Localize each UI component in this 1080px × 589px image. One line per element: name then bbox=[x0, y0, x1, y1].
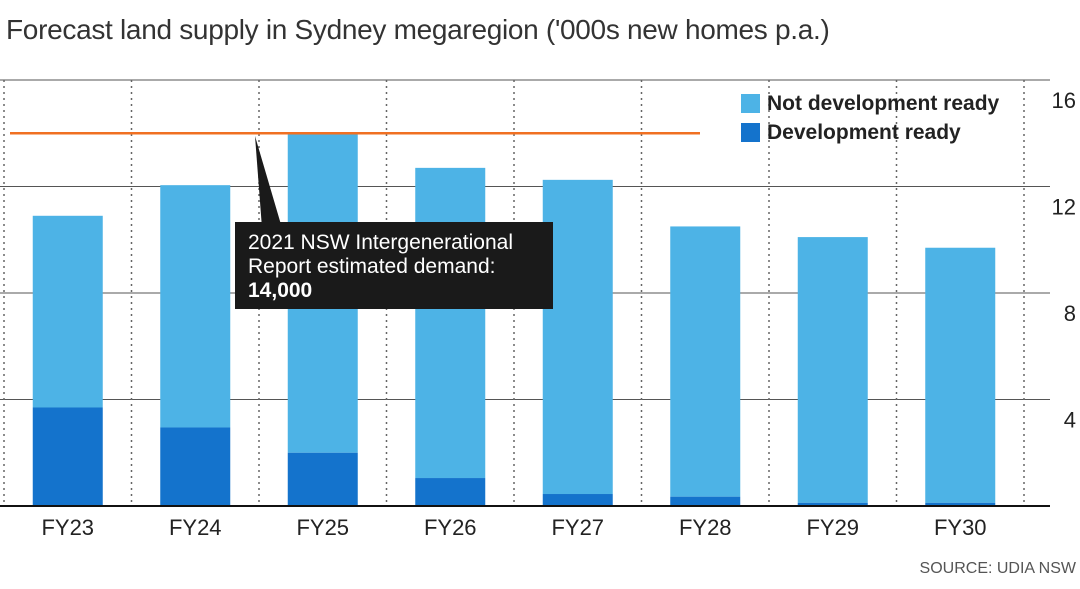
bar-ready-fy24 bbox=[160, 427, 231, 506]
source-note: SOURCE: UDIA NSW bbox=[919, 560, 1076, 577]
x-tick-label: FY25 bbox=[296, 515, 349, 540]
y-tick-label: 16 bbox=[1052, 88, 1076, 113]
annotation-box bbox=[235, 222, 553, 309]
x-tick-label: FY24 bbox=[169, 515, 222, 540]
legend-label-not-ready: Not development ready bbox=[767, 92, 1000, 115]
annotation-pointer bbox=[255, 136, 282, 228]
legend-swatch-not-ready bbox=[741, 94, 760, 113]
annotation-line-3: 14,000 bbox=[248, 279, 312, 302]
demand-annotation: 2021 NSW Intergenerational Report estima… bbox=[235, 136, 553, 309]
x-axis: FY23 FY24 FY25 FY26 FY27 FY28 FY29 FY30 bbox=[0, 505, 1050, 540]
x-tick-label: FY23 bbox=[41, 515, 94, 540]
bar-not-ready-fy28 bbox=[670, 226, 741, 497]
legend: Not development ready Development ready bbox=[741, 92, 1000, 144]
bar-ready-fy25 bbox=[287, 452, 358, 506]
bar-not-ready-fy24 bbox=[160, 185, 231, 428]
y-tick-label: 12 bbox=[1052, 195, 1076, 220]
annotation-line-1: 2021 NSW Intergenerational bbox=[248, 231, 513, 254]
legend-label-ready: Development ready bbox=[767, 121, 961, 144]
x-tick-label: FY28 bbox=[679, 515, 732, 540]
bar-ready-fy23 bbox=[32, 407, 103, 506]
bar-not-ready-fy26 bbox=[415, 167, 486, 479]
bar-not-ready-fy23 bbox=[32, 215, 103, 408]
bar-ready-fy26 bbox=[415, 478, 486, 506]
x-tick-label: FY26 bbox=[424, 515, 477, 540]
y-tick-label: 4 bbox=[1064, 408, 1076, 433]
legend-swatch-ready bbox=[741, 123, 760, 142]
bar-ready-fy28 bbox=[670, 496, 741, 506]
bar-not-ready-fy30 bbox=[925, 247, 996, 503]
x-tick-label: FY30 bbox=[934, 515, 987, 540]
x-tick-label: FY27 bbox=[551, 515, 604, 540]
bar-ready-fy30 bbox=[925, 502, 996, 506]
bar-not-ready-fy29 bbox=[797, 237, 868, 503]
y-tick-label: 8 bbox=[1064, 301, 1076, 326]
annotation-line-2: Report estimated demand: bbox=[248, 255, 495, 278]
bar-not-ready-fy27 bbox=[542, 179, 613, 495]
x-tick-label: FY29 bbox=[806, 515, 859, 540]
y-axis: 4 8 12 16 bbox=[1052, 88, 1076, 433]
bar-ready-fy29 bbox=[797, 502, 868, 506]
bar-ready-fy27 bbox=[542, 494, 613, 506]
chart-title: Forecast land supply in Sydney megaregio… bbox=[6, 14, 830, 45]
